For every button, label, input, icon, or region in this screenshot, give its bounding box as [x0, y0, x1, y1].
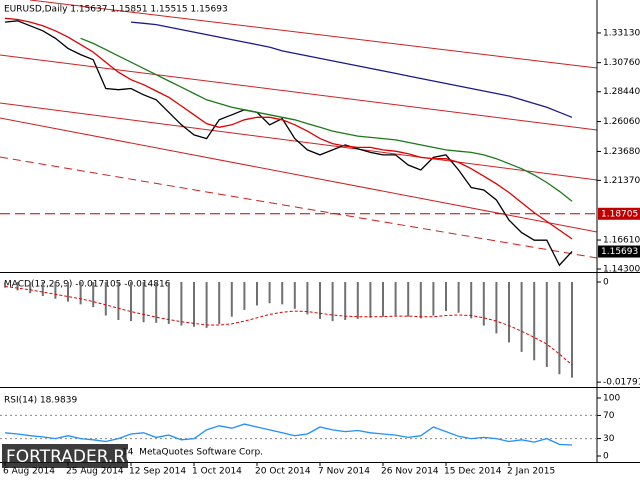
- price-label-box: [598, 207, 640, 220]
- histogram-bar: [419, 281, 422, 319]
- y-tick-label: 70: [603, 411, 615, 421]
- histogram-bar: [54, 281, 57, 299]
- histogram-bar: [67, 281, 69, 302]
- series-line: [80, 37, 573, 202]
- histogram-bar: [104, 281, 107, 316]
- y-tick-label: 1.33130: [603, 28, 640, 38]
- histogram-bar: [243, 281, 246, 310]
- chart-title: EURUSD,Daily 1.15637 1.15851 1.15515 1.1…: [4, 5, 228, 15]
- rsi-title: RSI(14) 18.9839: [4, 396, 77, 406]
- histogram-bar: [205, 281, 208, 328]
- x-tick-label: 25 Aug 2014: [66, 467, 124, 477]
- histogram-bar: [218, 281, 221, 324]
- y-tick-label: 1.30760: [603, 58, 640, 68]
- histogram-bar: [130, 281, 132, 322]
- histogram-bar: [571, 281, 573, 378]
- histogram-bar: [369, 281, 372, 318]
- trendline: [0, 117, 598, 233]
- x-tick-label: 2 Jan 2015: [507, 467, 555, 477]
- histogram-bar: [155, 281, 158, 323]
- series-line: [130, 21, 573, 118]
- histogram-bar: [394, 281, 397, 316]
- price-label-box: [598, 245, 640, 258]
- histogram-bar: [142, 281, 145, 323]
- histogram-bar: [470, 281, 473, 319]
- histogram-bar: [4, 281, 6, 288]
- x-tick-label: 26 Nov 2014: [381, 467, 439, 477]
- trendline: [0, 156, 598, 259]
- macd-title: MACD(12,26,9) -0.017105 -0.014816: [4, 280, 171, 290]
- x-tick-label: 6 Aug 2014: [3, 467, 55, 477]
- histogram-bar: [331, 281, 334, 322]
- histogram-bar: [293, 281, 296, 309]
- y-tick-label: 0: [603, 277, 609, 287]
- histogram-bar: [256, 281, 258, 306]
- histogram-bar: [180, 281, 183, 326]
- x-tick-label: 7 Nov 2014: [318, 467, 370, 477]
- histogram-bar: [92, 281, 95, 308]
- histogram-bar: [29, 281, 32, 294]
- y-tick-label: 0: [603, 452, 609, 462]
- y-tick-label: 1.28440: [603, 87, 640, 97]
- histogram-bar: [167, 281, 170, 324]
- histogram-bar: [193, 281, 195, 327]
- x-tick-label: 1 Oct 2014: [192, 467, 242, 477]
- trendline: [0, 54, 598, 131]
- histogram-bar: [319, 281, 321, 319]
- histogram-bar: [356, 281, 359, 319]
- series-line: [4, 423, 573, 446]
- watermark-box: [2, 444, 128, 468]
- histogram-bar: [306, 281, 309, 315]
- y-tick-label: 1.21370: [603, 176, 640, 186]
- histogram-bar: [407, 281, 410, 317]
- histogram-bar: [558, 281, 561, 375]
- trendline: [29, 0, 598, 69]
- histogram-bar: [545, 281, 548, 367]
- y-tick-label: 1.26060: [603, 117, 640, 127]
- y-tick-label: 1.16610: [603, 236, 640, 246]
- x-tick-label: 12 Sep 2014: [129, 467, 186, 477]
- histogram-bar: [117, 281, 120, 321]
- histogram-bar: [520, 281, 523, 352]
- histogram-bar: [268, 281, 271, 304]
- price-label: 1.18705: [601, 209, 638, 219]
- histogram-bar: [382, 281, 384, 317]
- histogram-bar: [230, 281, 233, 317]
- histogram-bar: [533, 281, 536, 361]
- histogram-bar: [344, 281, 347, 321]
- histogram-bar: [482, 281, 485, 326]
- histogram-bar: [508, 281, 510, 343]
- y-tick-label: 1.14300: [603, 264, 640, 274]
- histogram-bar: [79, 281, 82, 305]
- series-line: [4, 286, 573, 366]
- y-tick-label: 100: [603, 394, 620, 404]
- histogram-bar: [457, 281, 460, 313]
- x-tick-label: 20 Oct 2014: [255, 467, 311, 477]
- y-tick-label: -0.017911: [603, 378, 640, 388]
- histogram-bar: [432, 281, 435, 316]
- copyright: 14, MetaQuotes Software Corp.: [122, 448, 263, 458]
- histogram-bar: [16, 281, 19, 291]
- series-line: [4, 20, 573, 267]
- histogram-bar: [41, 281, 44, 296]
- histogram-bar: [495, 281, 498, 334]
- x-tick-label: 15 Dec 2014: [444, 467, 502, 477]
- price-label: 1.15693: [601, 247, 638, 257]
- histogram-bar: [445, 281, 447, 312]
- y-tick-label: 1.23680: [603, 147, 640, 157]
- watermark: FORTRADER.RU: [6, 447, 138, 467]
- histogram-bar: [281, 281, 284, 305]
- series-line: [4, 17, 573, 240]
- y-tick-label: 30: [603, 434, 615, 444]
